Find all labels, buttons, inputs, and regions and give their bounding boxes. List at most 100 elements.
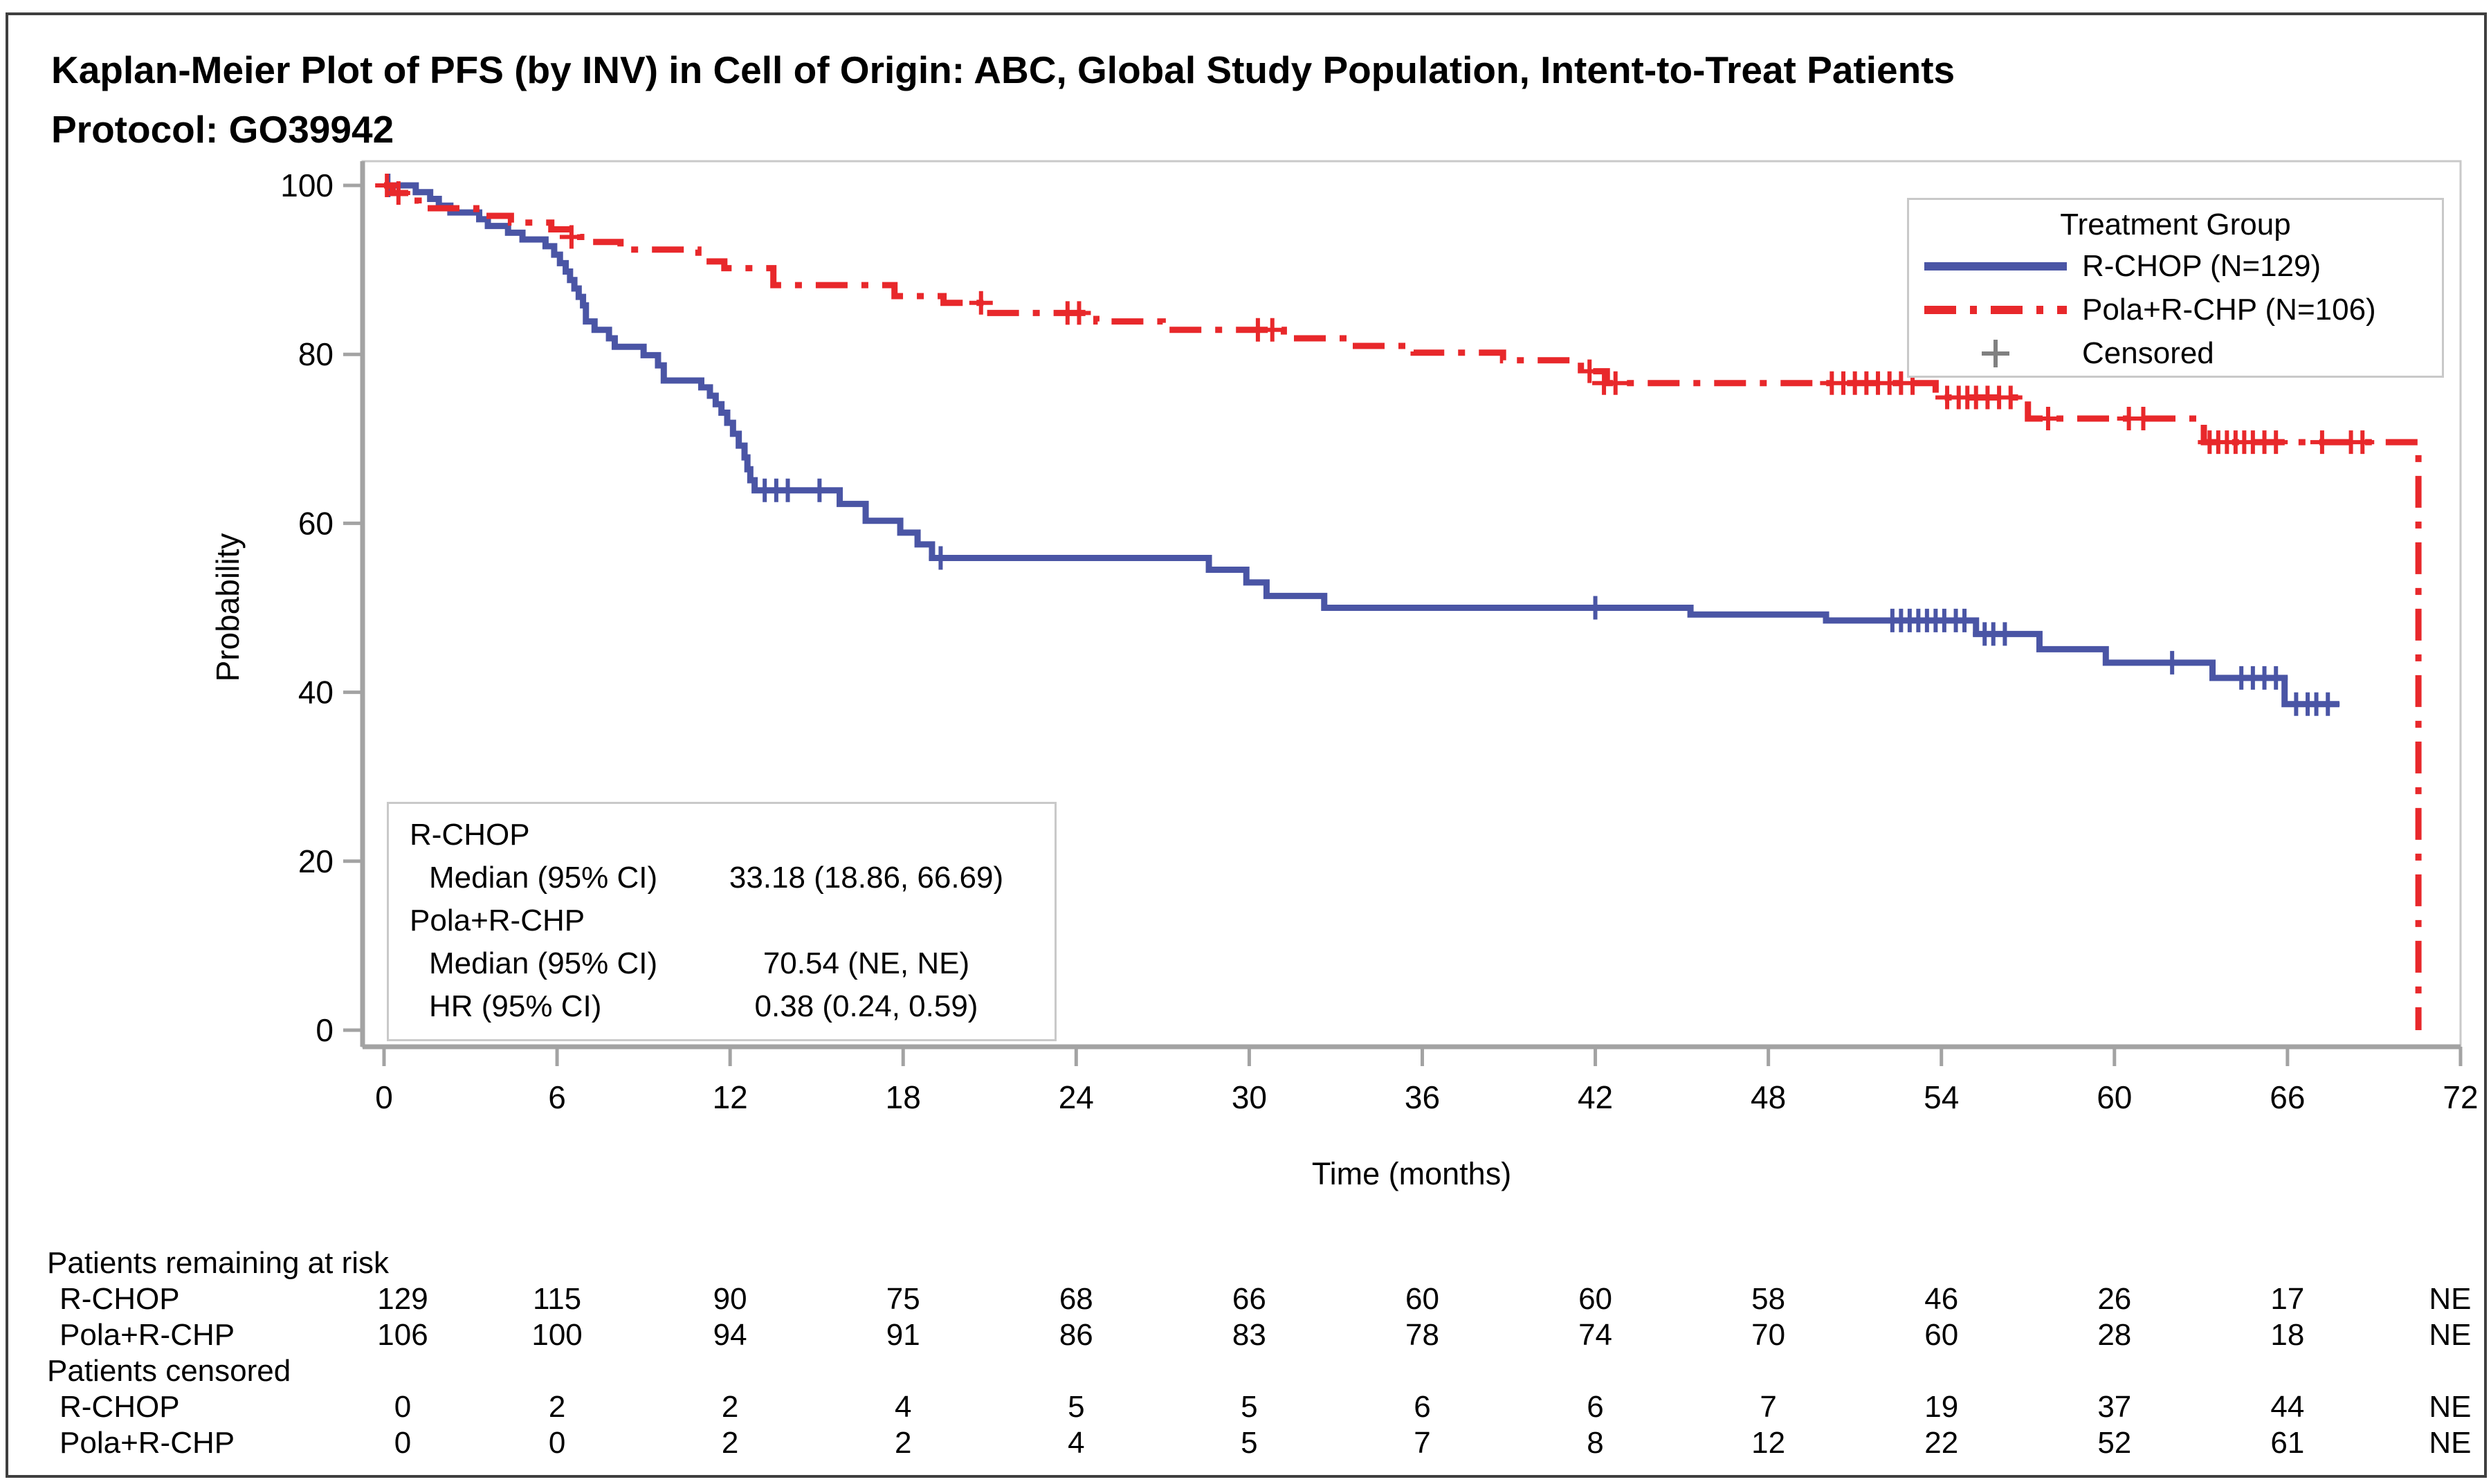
- risk-row-label: R-CHOP: [60, 1282, 180, 1316]
- legend-entry-1: Pola+R-CHP (N=106): [1909, 288, 2442, 331]
- risk-section-header: Patients remaining at risk: [0, 1245, 2491, 1281]
- risk-row-label: R-CHOP: [60, 1390, 180, 1424]
- risk-value: 106: [377, 1318, 428, 1352]
- risk-value: 2: [721, 1390, 739, 1424]
- risk-value: 0: [394, 1426, 412, 1460]
- risk-value: 7: [1414, 1426, 1431, 1460]
- stats-value: 33.18 (18.86, 66.69): [729, 861, 1004, 895]
- risk-value: 0: [394, 1390, 412, 1424]
- risk-value: 2: [548, 1390, 566, 1424]
- censored-plus-icon: [1909, 338, 2082, 369]
- risk-section-header-text: Patients remaining at risk: [47, 1246, 389, 1280]
- risk-value: 100: [531, 1318, 583, 1352]
- risk-value: 0: [548, 1426, 566, 1460]
- risk-value: 78: [1405, 1318, 1439, 1352]
- x-tick-label: 0: [375, 1079, 393, 1115]
- km-curve-rchop: [384, 182, 2339, 708]
- risk-value: 7: [1760, 1390, 1777, 1424]
- title-line-2: Protocol: GO39942: [51, 108, 394, 151]
- risk-value: 115: [533, 1282, 582, 1316]
- risk-value: 52: [2097, 1426, 2132, 1460]
- title-line-1: Kaplan-Meier Plot of PFS (by INV) in Cel…: [51, 48, 1955, 91]
- stats-label: HR (95% CI): [429, 989, 602, 1023]
- stats-row-4: HR (95% CI) 0.38 (0.24, 0.59): [389, 985, 1055, 1028]
- risk-value: 68: [1059, 1282, 1093, 1316]
- risk-value: 129: [377, 1282, 428, 1316]
- legend-entry-2: Censored: [1909, 331, 2442, 375]
- y-axis-title: Probability: [210, 533, 246, 682]
- risk-value: 17: [2270, 1282, 2305, 1316]
- censor-marks-pola: [375, 174, 2375, 455]
- risk-row: R-CHOP 0 2 2 4 5 5 6 6 7 19 37 44 NE: [0, 1389, 2491, 1425]
- risk-value: 60: [1405, 1282, 1439, 1316]
- x-tick-label: 30: [1232, 1079, 1267, 1115]
- risk-value: 6: [1414, 1390, 1431, 1424]
- risk-section-header-text: Patients censored: [47, 1354, 291, 1388]
- risk-value: 5: [1241, 1426, 1258, 1460]
- risk-value: 60: [1578, 1282, 1613, 1316]
- legend-entry-label: Censored: [2082, 336, 2214, 370]
- y-tick-label: 80: [298, 336, 334, 372]
- risk-row: R-CHOP 129 115 90 75 68 66 60 60 58 46 26 17 NE: [0, 1281, 2491, 1317]
- risk-value: 18: [2270, 1318, 2305, 1352]
- x-tick-label: 36: [1405, 1079, 1440, 1115]
- x-tick-label: 18: [886, 1079, 921, 1115]
- y-tick-label: 20: [298, 843, 334, 879]
- legend-entry-label: R-CHOP (N=129): [2082, 248, 2321, 283]
- risk-value: 90: [713, 1282, 747, 1316]
- risk-value: 28: [2097, 1318, 2132, 1352]
- x-tick-label: 6: [548, 1079, 566, 1115]
- stats-label: Pola+R-CHP: [410, 904, 585, 937]
- risk-value: NE: [2429, 1282, 2472, 1316]
- risk-value: 91: [886, 1318, 920, 1352]
- x-tick-label: 42: [1578, 1079, 1613, 1115]
- risk-value: 6: [1587, 1390, 1604, 1424]
- risk-value: NE: [2429, 1426, 2472, 1460]
- risk-value: 75: [886, 1282, 920, 1316]
- x-tick-label: 12: [713, 1079, 748, 1115]
- risk-value: 70: [1751, 1318, 1786, 1352]
- risk-value: 22: [1924, 1426, 1959, 1460]
- stats-row-2: Pola+R-CHP: [389, 899, 1055, 942]
- risk-value: 37: [2097, 1390, 2132, 1424]
- stats-label: Median (95% CI): [429, 861, 658, 895]
- risk-value: NE: [2429, 1390, 2472, 1424]
- legend-entry-0: R-CHOP (N=129): [1909, 244, 2442, 288]
- risk-row: Pola+R-CHP 0 0 2 2 4 5 7 8 12 22 52 61 NE: [0, 1425, 2491, 1461]
- risk-value: 58: [1751, 1282, 1786, 1316]
- risk-value: 61: [2270, 1426, 2305, 1460]
- risk-value: 5: [1241, 1390, 1258, 1424]
- risk-value: 44: [2270, 1390, 2305, 1424]
- risk-row-label: Pola+R-CHP: [60, 1426, 235, 1460]
- x-tick-label: 24: [1059, 1079, 1094, 1115]
- legend-entries: R-CHOP (N=129) Pola+R-CHP (N=106) Censored: [1909, 244, 2442, 375]
- figure-border: [6, 12, 2487, 1478]
- risk-value: 94: [713, 1318, 747, 1352]
- legend-title: Treatment Group: [2060, 208, 2291, 241]
- legend-entry-label: Pola+R-CHP (N=106): [2082, 292, 2376, 327]
- risk-value: 2: [721, 1426, 739, 1460]
- stats-value: 0.38 (0.24, 0.59): [754, 989, 978, 1023]
- risk-value: 83: [1232, 1318, 1266, 1352]
- risk-row-label: Pola+R-CHP: [60, 1318, 235, 1352]
- risk-value: 86: [1059, 1318, 1093, 1352]
- x-axis-title: Time (months): [1312, 1156, 1511, 1191]
- risk-value: 66: [1232, 1282, 1266, 1316]
- y-tick-label: 0: [316, 1012, 334, 1048]
- legend-line-icon: [1909, 295, 2082, 325]
- figure-title: Kaplan-Meier Plot of PFS (by INV) in Cel…: [51, 40, 1955, 159]
- risk-section-header: Patients censored: [0, 1353, 2491, 1389]
- risk-value: 26: [2097, 1282, 2132, 1316]
- risk-value: 4: [894, 1390, 912, 1424]
- risk-value: 2: [894, 1426, 912, 1460]
- stats-row-1: Median (95% CI) 33.18 (18.86, 66.69): [389, 856, 1055, 899]
- legend-line-icon: [1909, 251, 2082, 282]
- x-tick-label: 72: [2443, 1079, 2478, 1115]
- legend: Treatment Group R-CHOP (N=129) Pola+R-CHP…: [1907, 198, 2444, 378]
- stats-label: R-CHOP: [410, 818, 530, 852]
- y-tick-label: 60: [298, 505, 334, 541]
- x-tick-label: 66: [2270, 1079, 2305, 1115]
- km-curve-pola: [384, 182, 2422, 1030]
